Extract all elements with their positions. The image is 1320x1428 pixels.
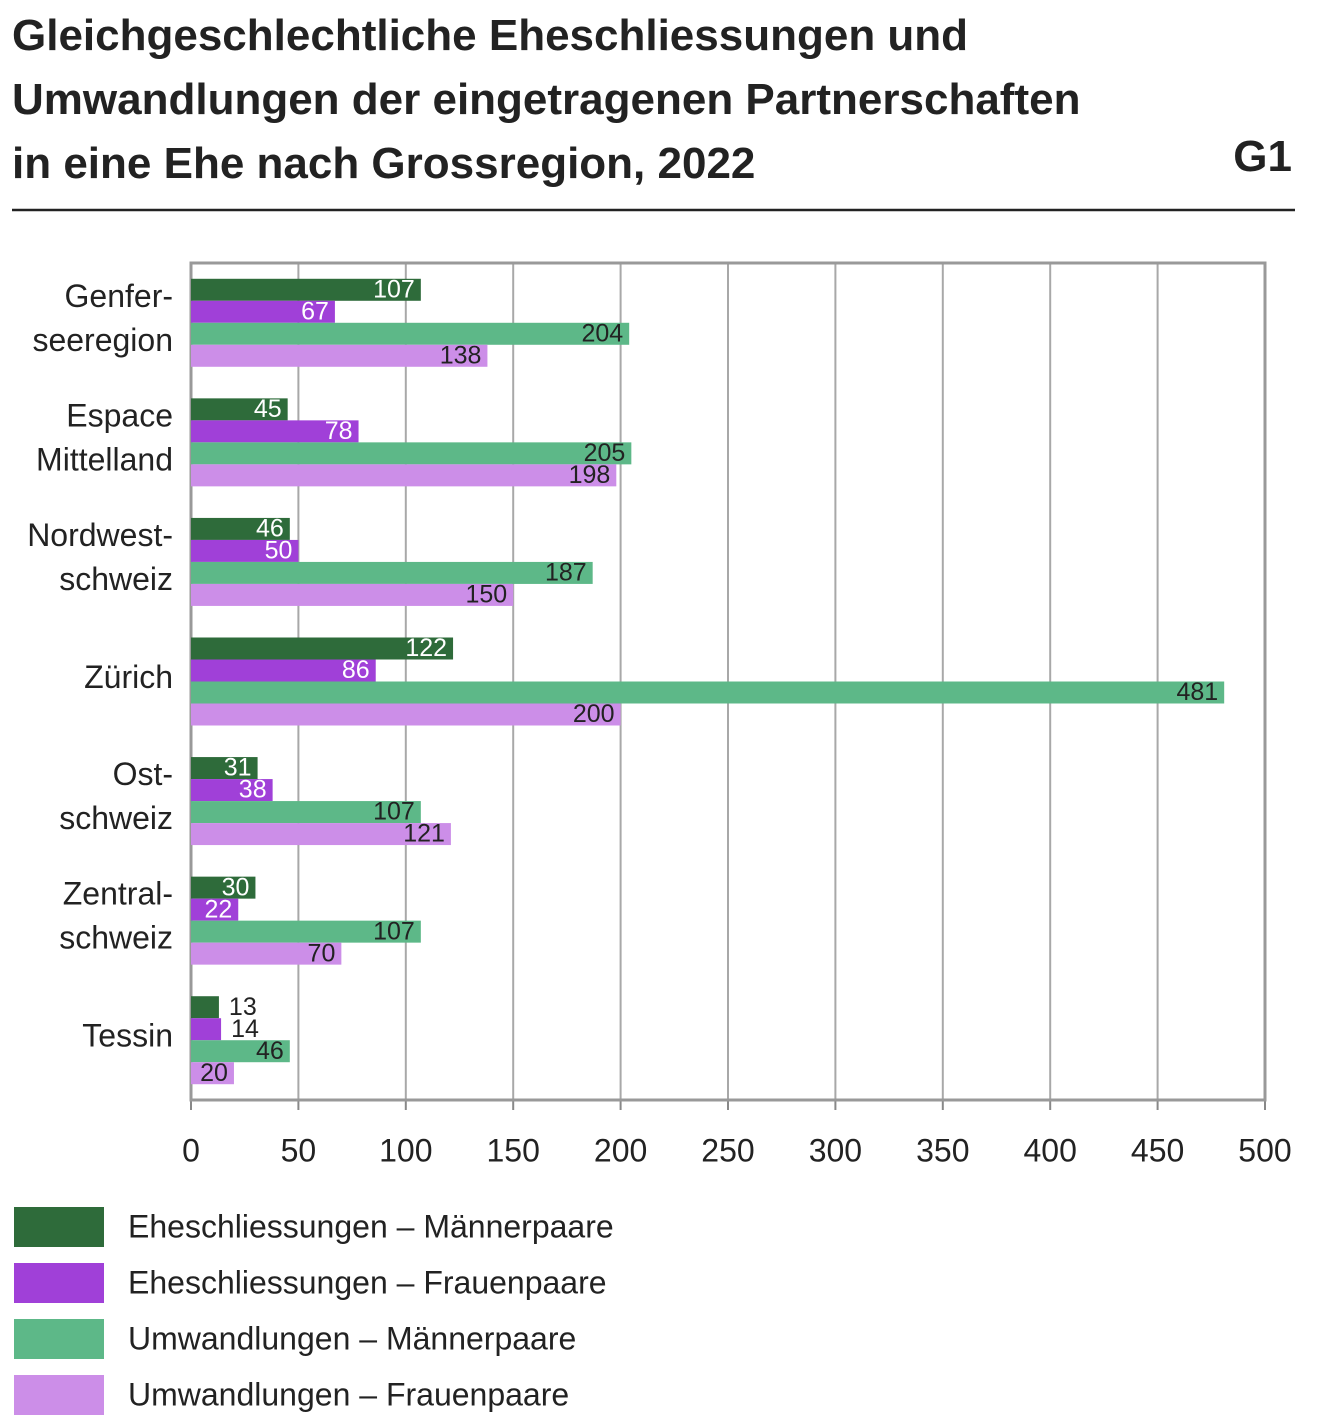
legend-label: Umwandlungen – Frauenpaare [128,1376,569,1412]
data-label: 198 [569,461,611,489]
bar [191,823,451,846]
bar [191,942,342,965]
bar [191,659,376,682]
bar [191,322,630,345]
legend-label: Eheschliessungen – Männerpaare [128,1208,614,1244]
bar [191,1040,290,1063]
data-label: 150 [465,581,507,609]
y-tick-label: Genfer-seeregion [32,278,173,358]
bar [191,637,454,660]
bar [191,898,239,921]
x-tick-label: 100 [379,1132,432,1168]
bar [191,278,421,301]
data-label: 107 [373,798,415,826]
bar [191,517,290,540]
data-label: 204 [581,319,623,347]
bar [191,420,359,443]
data-label: 122 [405,634,447,662]
data-label: 187 [545,559,587,587]
bar [191,561,593,584]
x-tick-label: 450 [1131,1132,1184,1168]
bar [191,996,219,1019]
bar [191,801,421,824]
legend-label: Umwandlungen – Männerpaare [128,1320,576,1356]
legend-swatch [14,1375,104,1415]
y-tick-label: Zentral-schweiz [59,876,173,956]
y-tick-label: Nordwest-schweiz [27,517,173,597]
x-tick-label: 150 [487,1132,540,1168]
data-label: 200 [573,700,615,728]
data-label: 22 [204,895,232,923]
x-tick-label: 300 [809,1132,862,1168]
data-label: 13 [229,993,257,1021]
x-tick-label: 350 [916,1132,969,1168]
chart-number: G1 [1233,132,1292,181]
data-label: 86 [342,656,370,684]
data-label: 107 [373,917,415,945]
data-label: 121 [403,820,445,848]
y-tick-label: Tessin [82,1018,173,1054]
bar [191,1018,222,1041]
data-label: 70 [308,939,336,967]
x-tick-label: 500 [1238,1132,1291,1168]
data-label: 46 [256,1037,284,1065]
bar [191,539,299,562]
legend-swatch [14,1263,104,1303]
chart-title: Gleichgeschlechtliche Eheschliessungen u… [12,11,1081,188]
x-tick-label: 0 [182,1132,200,1168]
x-tick-label: 200 [594,1132,647,1168]
y-tick-label: Espace Mittelland [36,398,173,478]
data-label: 107 [373,275,415,303]
data-label: 14 [231,1015,259,1043]
y-tick-label: Ost-schweiz [59,757,173,837]
y-tick-label: Zürich [84,659,173,695]
data-label: 50 [265,537,293,565]
data-label: 138 [440,341,482,369]
data-label: 205 [584,439,626,467]
legend-swatch [14,1319,104,1359]
data-label: 45 [254,395,282,423]
data-label: 20 [200,1059,228,1087]
x-tick-label: 400 [1024,1132,1077,1168]
data-label: 481 [1176,678,1218,706]
data-label: 38 [239,776,267,804]
bar [191,300,335,323]
legend-label: Eheschliessungen – Frauenpaare [128,1264,607,1300]
bar [191,583,514,606]
x-tick-label: 50 [281,1132,317,1168]
data-label: 67 [301,297,329,325]
bar [191,442,632,465]
data-label: 46 [256,515,284,543]
bar [191,920,421,943]
data-label: 31 [224,754,252,782]
data-label: 78 [325,417,353,445]
bar [191,1062,234,1085]
bar [191,779,273,802]
bar [191,681,1225,704]
legend-swatch [14,1207,104,1247]
bar [191,703,621,726]
bar [191,344,488,367]
x-tick-label: 250 [701,1132,754,1168]
data-label: 30 [222,873,250,901]
bar [191,464,617,487]
bar [191,757,258,780]
bar [191,398,288,421]
bar [191,876,256,899]
